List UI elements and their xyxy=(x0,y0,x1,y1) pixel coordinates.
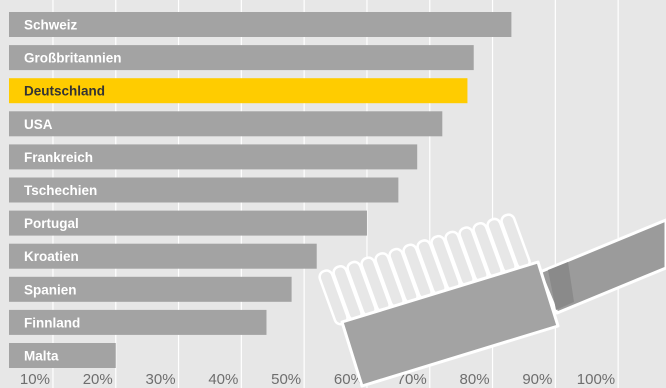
x-tick-label: 30% xyxy=(146,371,176,388)
category-labels: Schweiz Großbritannien Deutschland USA Frank… xyxy=(24,18,122,364)
category-label: USA xyxy=(24,117,53,132)
category-label: Malta xyxy=(24,349,59,364)
bar-5 xyxy=(9,177,399,203)
x-tick-label: 100% xyxy=(577,371,615,388)
category-label: Spanien xyxy=(24,282,77,297)
bar-7 xyxy=(9,243,317,269)
toothbrush-handle xyxy=(538,218,666,315)
bar-6 xyxy=(9,210,367,236)
x-tick-label: 20% xyxy=(83,371,113,388)
x-tick-label: 80% xyxy=(460,371,490,388)
x-tick-label: 40% xyxy=(208,371,238,388)
category-label: Finnland xyxy=(24,315,80,330)
x-tick-label: 90% xyxy=(522,371,552,388)
x-tick-label: 70% xyxy=(397,371,427,388)
bar-9 xyxy=(9,309,267,335)
category-label: Großbritannien xyxy=(24,51,122,66)
x-tick-label: 10% xyxy=(20,371,50,388)
bar-1 xyxy=(9,45,474,71)
toothbrush-icon xyxy=(318,213,666,388)
category-label: Portugal xyxy=(24,216,79,231)
x-tick-label: 60% xyxy=(334,371,364,388)
bar-10 xyxy=(9,343,116,368)
category-label: Schweiz xyxy=(24,18,78,33)
bar-8 xyxy=(9,276,292,302)
x-tick-labels: 10% 20% 30% 40% 50% 60% 70% 80% 90% 100% xyxy=(20,371,615,388)
bar-4 xyxy=(9,144,418,170)
category-label: Frankreich xyxy=(24,150,93,165)
bar-0 xyxy=(9,12,512,37)
category-label: Tschechien xyxy=(24,183,97,198)
bar-2 xyxy=(9,78,468,104)
category-label: Deutschland xyxy=(24,84,105,99)
bar-3 xyxy=(9,111,443,137)
toothbrush-head xyxy=(340,260,560,388)
x-tick-label: 50% xyxy=(271,371,301,388)
category-label: Kroatien xyxy=(24,249,79,264)
bars xyxy=(9,12,512,368)
